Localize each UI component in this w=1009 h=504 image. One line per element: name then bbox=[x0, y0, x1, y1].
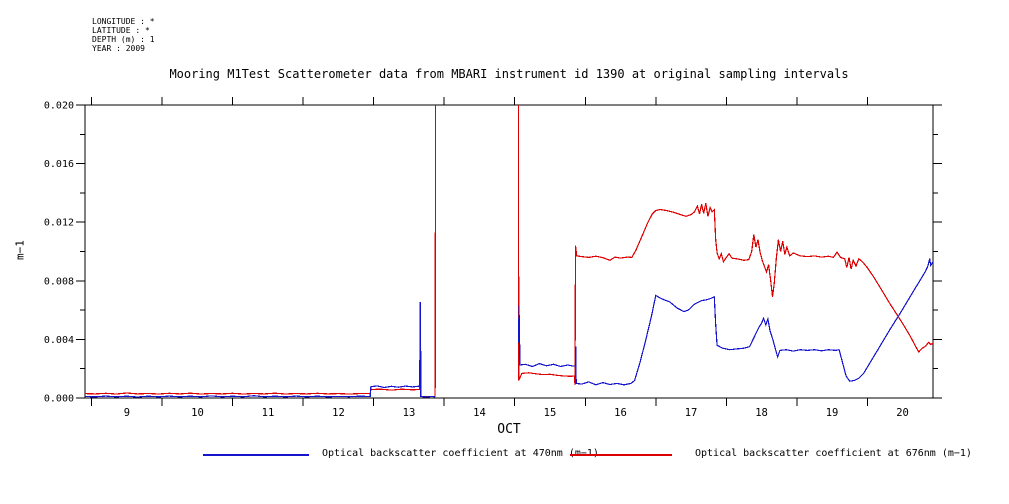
x-tick-label: 17 bbox=[685, 407, 698, 419]
x-tick-label: 15 bbox=[544, 407, 557, 419]
x-tick-label: 13 bbox=[403, 407, 416, 419]
x-tick-label: 20 bbox=[896, 407, 909, 419]
metadata-depth: DEPTH (m) : 1 bbox=[92, 35, 155, 44]
metadata-longitude: LONGITUDE : * bbox=[92, 17, 155, 26]
y-tick-label: 0.020 bbox=[44, 101, 74, 112]
metadata-latitude: LATITUDE : * bbox=[92, 26, 150, 35]
plot-frame bbox=[84, 104, 934, 399]
x-axis-tick-labels: 9 10 11 12 13 14 15 16 17 18 19 20 bbox=[124, 407, 909, 419]
y-axis-ticks bbox=[76, 104, 942, 399]
x-tick-label: 9 bbox=[124, 407, 130, 419]
y-tick-label: 0.012 bbox=[44, 218, 74, 229]
legend-line-470nm bbox=[203, 454, 309, 456]
y-axis-label: m−1 bbox=[13, 240, 27, 260]
x-tick-label: 19 bbox=[826, 407, 839, 419]
x-tick-label: 16 bbox=[614, 407, 627, 419]
x-tick-label: 14 bbox=[473, 407, 486, 419]
y-tick-label: 0.000 bbox=[44, 394, 74, 405]
y-tick-label: 0.016 bbox=[44, 159, 74, 170]
y-tick-label: 0.004 bbox=[44, 335, 74, 346]
x-tick-label: 10 bbox=[191, 407, 204, 419]
series-line-676nm bbox=[85, 105, 933, 398]
y-axis-tick-labels: 0.000 0.004 0.008 0.012 0.016 0.020 bbox=[44, 101, 74, 405]
x-axis-label: OCT bbox=[497, 422, 521, 437]
x-axis-ticks bbox=[91, 97, 868, 406]
legend-label-470nm: Optical backscatter coefficient at 470nm… bbox=[322, 448, 599, 459]
chart-title: Mooring M1Test Scatterometer data from M… bbox=[169, 67, 849, 81]
x-tick-label: 11 bbox=[262, 407, 275, 419]
series-line-470nm bbox=[85, 258, 933, 398]
y-tick-label: 0.008 bbox=[44, 276, 74, 287]
x-tick-label: 12 bbox=[332, 407, 345, 419]
metadata-year: YEAR : 2009 bbox=[92, 44, 145, 53]
x-tick-label: 18 bbox=[755, 407, 768, 419]
legend-line-676nm bbox=[570, 454, 672, 456]
metadata-block: LONGITUDE : * LATITUDE : * DEPTH (m) : 1… bbox=[92, 17, 155, 53]
legend-label-676nm: Optical backscatter coefficient at 676nm… bbox=[695, 448, 972, 459]
